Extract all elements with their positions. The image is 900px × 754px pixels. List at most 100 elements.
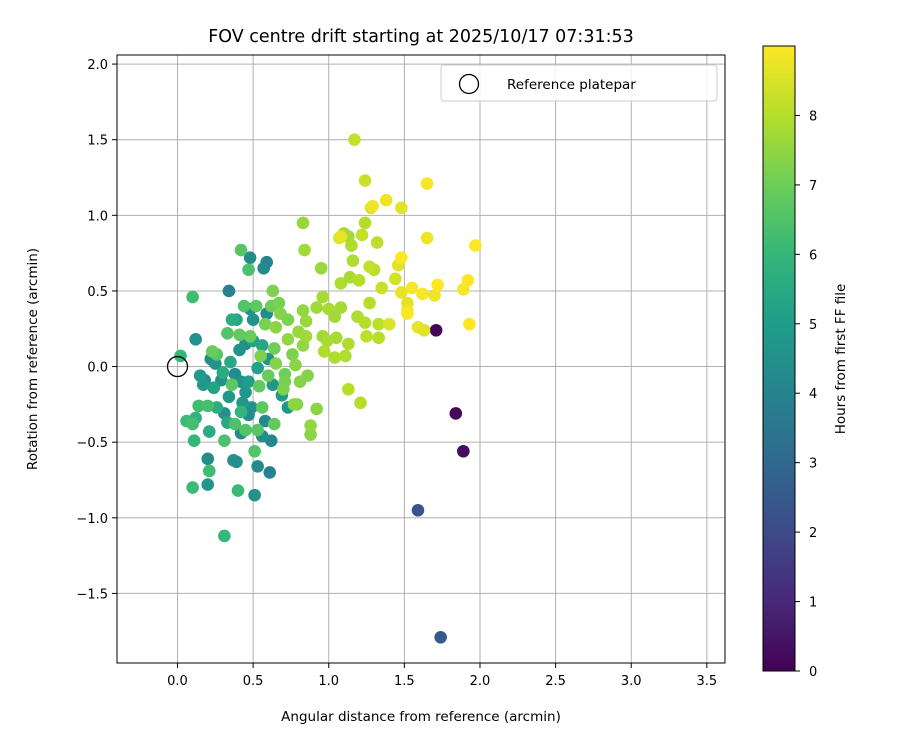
colorbar-tick-label: 4 xyxy=(809,387,817,402)
data-point xyxy=(202,425,216,438)
data-point xyxy=(449,407,463,420)
data-point xyxy=(372,317,385,331)
data-point xyxy=(358,316,372,330)
data-point xyxy=(334,230,348,243)
colorbar-tick-label: 7 xyxy=(809,179,817,194)
data-point xyxy=(420,177,434,190)
data-point xyxy=(354,396,367,410)
data-point xyxy=(261,369,275,382)
data-point xyxy=(314,261,328,275)
data-point xyxy=(342,382,355,396)
data-point xyxy=(207,381,221,395)
data-point xyxy=(469,239,482,252)
data-point xyxy=(224,355,237,369)
data-point xyxy=(360,330,373,343)
data-point xyxy=(237,299,251,313)
colorbar-ticks: 0 1 2 3 4 5 6 7 8 xyxy=(795,109,817,680)
data-point xyxy=(201,478,215,491)
legend-reference-label: Reference platepar xyxy=(507,77,636,93)
x-tick-label: 2.0 xyxy=(470,674,491,689)
x-tick-label: 0.5 xyxy=(243,674,264,689)
colorbar-tick-label: 8 xyxy=(809,109,817,124)
data-point xyxy=(411,503,425,517)
data-point xyxy=(328,351,342,364)
data-point xyxy=(281,333,295,346)
chart-title: FOV centre drift starting at 2025/10/17 … xyxy=(208,27,634,47)
data-point xyxy=(187,434,201,447)
data-point xyxy=(243,251,257,264)
data-point xyxy=(375,281,388,295)
y-tick-label: 0.5 xyxy=(87,285,108,300)
data-point xyxy=(304,428,317,441)
plot-frame xyxy=(116,54,726,664)
data-point xyxy=(186,481,199,494)
legend-reference-marker xyxy=(458,73,480,95)
data-point xyxy=(193,369,207,382)
data-point xyxy=(231,484,245,497)
data-point xyxy=(289,358,302,372)
data-point xyxy=(243,330,257,343)
data-point xyxy=(267,417,281,431)
x-tick-label: 3.0 xyxy=(621,674,642,689)
data-point xyxy=(205,345,219,358)
data-point xyxy=(186,417,199,431)
data-point xyxy=(222,284,236,298)
data-point xyxy=(251,423,264,437)
data-point xyxy=(249,299,263,313)
y-tick-label: 0.0 xyxy=(87,361,108,376)
data-point xyxy=(395,201,408,215)
data-point xyxy=(269,320,283,334)
data-point xyxy=(201,452,215,466)
data-point xyxy=(263,466,277,479)
data-point xyxy=(346,254,360,267)
data-point xyxy=(254,349,267,363)
data-point xyxy=(395,251,408,264)
data-point xyxy=(216,366,230,379)
y-tick-label: −1.5 xyxy=(76,587,108,602)
data-point xyxy=(255,339,269,352)
data-point xyxy=(428,289,441,302)
reference-marker xyxy=(166,355,189,378)
data-point xyxy=(382,317,396,331)
data-point xyxy=(218,529,231,543)
data-point xyxy=(287,398,301,411)
data-point xyxy=(299,330,313,343)
y-tick-label: 2.0 xyxy=(87,58,108,73)
data-point xyxy=(202,464,216,478)
data-point xyxy=(334,277,348,290)
data-point xyxy=(257,261,271,275)
data-point xyxy=(233,328,246,342)
data-point xyxy=(363,260,376,274)
data-point xyxy=(328,310,342,323)
data-point xyxy=(252,379,266,393)
x-tick-label: 1.5 xyxy=(394,674,415,689)
data-point xyxy=(416,287,429,301)
data-point xyxy=(420,231,434,245)
data-point xyxy=(239,385,252,399)
data-point xyxy=(358,174,372,187)
colorbar-tick-label: 6 xyxy=(809,248,817,263)
data-point xyxy=(431,278,444,292)
x-axis-label: Angular distance from reference (arcmin) xyxy=(281,709,561,725)
data-point xyxy=(434,630,447,644)
data-point xyxy=(269,357,283,370)
data-point xyxy=(457,444,470,458)
data-point xyxy=(370,236,384,249)
legend-box xyxy=(440,64,718,102)
data-point xyxy=(401,307,414,320)
colorbar-tick-label: 5 xyxy=(809,318,817,333)
data-point xyxy=(246,313,260,326)
colorbar-tick-label: 0 xyxy=(809,665,817,680)
data-point xyxy=(461,274,475,287)
grid-lines xyxy=(117,55,725,663)
data-point xyxy=(233,343,246,357)
data-point xyxy=(192,399,205,413)
data-point xyxy=(255,401,269,414)
data-point xyxy=(218,434,231,447)
data-point xyxy=(355,228,369,242)
data-point xyxy=(366,199,379,213)
legend: Reference platepar xyxy=(440,64,718,102)
reference-marker-group xyxy=(166,355,189,378)
data-point xyxy=(225,313,239,326)
